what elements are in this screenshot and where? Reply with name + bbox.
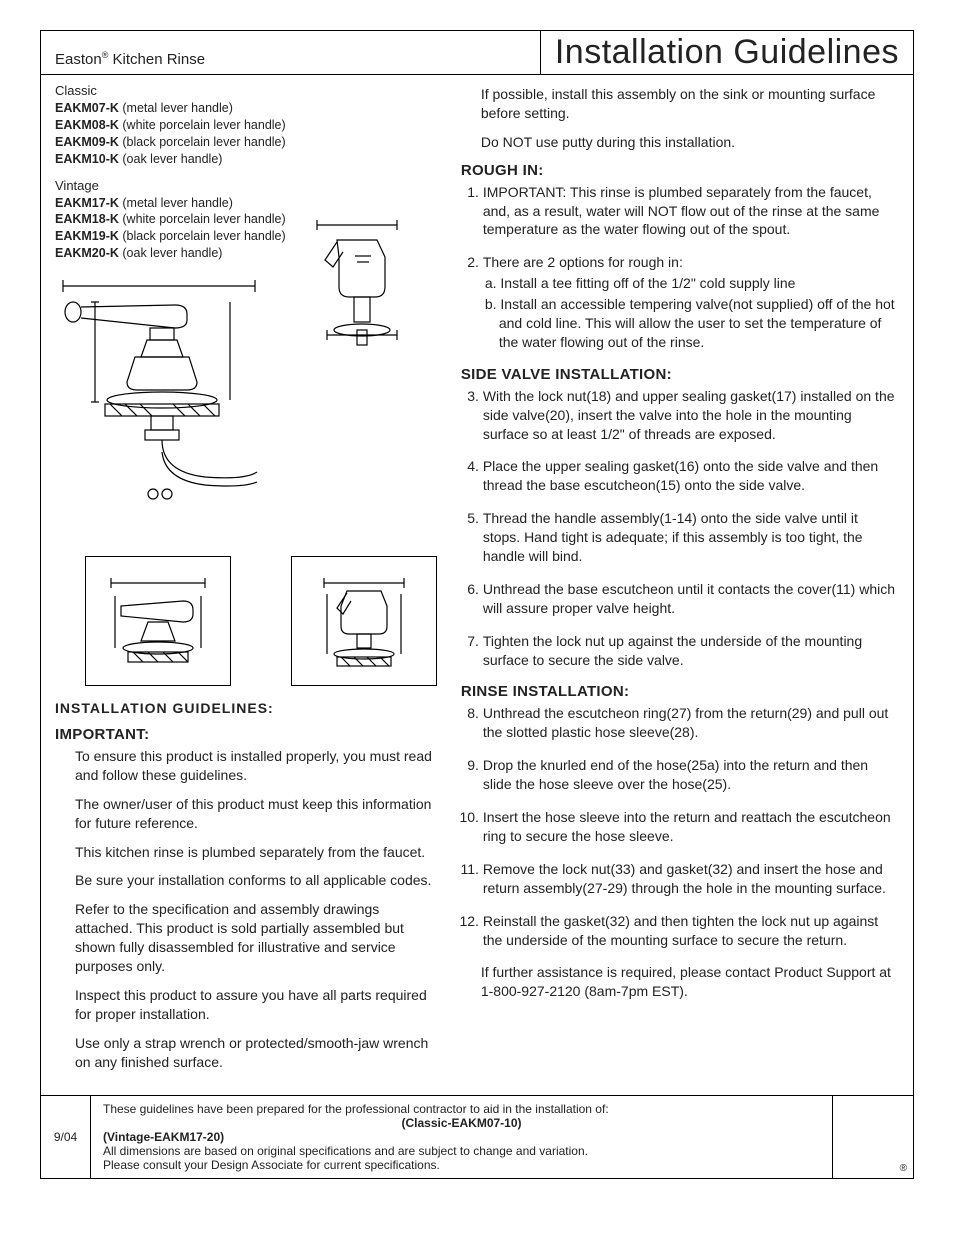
step-11: Remove the lock nut(33) and gasket(32) a… <box>483 860 899 898</box>
footer-text: These guidelines have been prepared for … <box>91 1096 833 1178</box>
note-inspect: Inspect this product to assure you have … <box>75 986 437 1024</box>
footer-date: 9/04 <box>41 1096 91 1178</box>
vintage-label: Vintage <box>55 178 437 193</box>
step-9: Drop the knurled end of the hose(25a) in… <box>483 756 899 794</box>
rough-in-heading: ROUGH IN: <box>461 162 899 179</box>
footer-line2: (Classic-EAKM07-10) <box>103 1116 820 1130</box>
title-box: Installation Guidelines <box>540 31 913 74</box>
important-heading: IMPORTANT: <box>55 726 437 743</box>
model-row: EAKM09-K (black porcelain lever handle) <box>55 134 437 151</box>
right-column: If possible, install this assembly on th… <box>451 75 913 1095</box>
model-row: EAKM17-K (metal lever handle) <box>55 195 437 212</box>
important-p1: To ensure this product is installed prop… <box>75 747 437 785</box>
footer-line4: All dimensions are based on original spe… <box>103 1144 820 1158</box>
classic-label: Classic <box>55 83 437 98</box>
step-4: Place the upper sealing gasket(16) onto … <box>483 457 899 495</box>
brand: Easton® Kitchen Rinse <box>41 40 219 74</box>
side-valve-steps: With the lock nut(18) and upper sealing … <box>461 387 899 670</box>
footer-line5: Please consult your Design Associate for… <box>103 1158 820 1172</box>
step-2: There are 2 options for rough in: a. Ins… <box>483 253 899 351</box>
side-valve-heading: SIDE VALVE INSTALLATION: <box>461 366 899 383</box>
intro-1: If possible, install this assembly on th… <box>481 85 899 123</box>
body-columns: Classic EAKM07-K (metal lever handle) EA… <box>41 75 913 1095</box>
step-6: Unthread the base escutcheon until it co… <box>483 580 899 618</box>
model-row: EAKM08-K (white porcelain lever handle) <box>55 117 437 134</box>
intro-2: Do NOT use putty during this installatio… <box>481 133 899 152</box>
rinse-install-steps: Unthread the escutcheon ring(27) from th… <box>461 704 899 949</box>
step-12: Reinstall the gasket(32) and then tighte… <box>483 912 899 950</box>
step-8: Unthread the escutcheon ring(27) from th… <box>483 704 899 742</box>
installation-guidelines-heading: INSTALLATION GUIDELINES: <box>55 700 437 716</box>
footer: 9/04 These guidelines have been prepared… <box>41 1095 913 1178</box>
support-note: If further assistance is required, pleas… <box>481 963 899 1001</box>
step-2a: a. Install a tee fitting off of the 1/2"… <box>483 274 899 293</box>
important-p3: This kitchen rinse is plumbed separately… <box>75 843 437 862</box>
model-row: EAKM07-K (metal lever handle) <box>55 100 437 117</box>
figure-area <box>55 272 437 532</box>
step-10: Insert the hose sleeve into the return a… <box>483 808 899 846</box>
handle-side-figure-icon <box>85 556 231 686</box>
footer-reg-mark: ® <box>900 1163 907 1174</box>
header: Easton® Kitchen Rinse Installation Guide… <box>41 31 913 75</box>
step-1: IMPORTANT: This rinse is plumbed separat… <box>483 183 899 240</box>
reg-mark: ® <box>102 50 109 60</box>
brand-suffix: Kitchen Rinse <box>113 51 206 68</box>
step-2b: b. Install an accessible tempering valve… <box>483 295 899 352</box>
sprayer-figure-icon <box>307 212 417 352</box>
classic-model-list: EAKM07-K (metal lever handle) EAKM08-K (… <box>55 100 437 168</box>
note-wrench: Use only a strap wrench or protected/smo… <box>75 1034 437 1072</box>
step-3: With the lock nut(18) and upper sealing … <box>483 387 899 444</box>
page-title: Installation Guidelines <box>555 33 899 72</box>
step-7: Tighten the lock nut up against the unde… <box>483 632 899 670</box>
document-frame: Easton® Kitchen Rinse Installation Guide… <box>40 30 914 1179</box>
footer-mark-box: ® <box>833 1096 913 1178</box>
brand-prefix: Easton <box>55 51 102 68</box>
model-row: EAKM10-K (oak lever handle) <box>55 151 437 168</box>
sprayer-side-figure-icon <box>291 556 437 686</box>
step-5: Thread the handle assembly(1-14) onto th… <box>483 509 899 566</box>
important-p2: The owner/user of this product must keep… <box>75 795 437 833</box>
footer-line3: (Vintage-EAKM17-20) <box>103 1130 820 1144</box>
note-codes: Be sure your installation conforms to al… <box>75 871 437 890</box>
footer-line1: These guidelines have been prepared for … <box>103 1102 820 1116</box>
rinse-install-heading: RINSE INSTALLATION: <box>461 683 899 700</box>
small-figures-row <box>85 556 437 686</box>
note-drawings: Refer to the specification and assembly … <box>75 900 437 976</box>
left-column: Classic EAKM07-K (metal lever handle) EA… <box>41 75 451 1095</box>
rough-in-steps: IMPORTANT: This rinse is plumbed separat… <box>461 183 899 352</box>
